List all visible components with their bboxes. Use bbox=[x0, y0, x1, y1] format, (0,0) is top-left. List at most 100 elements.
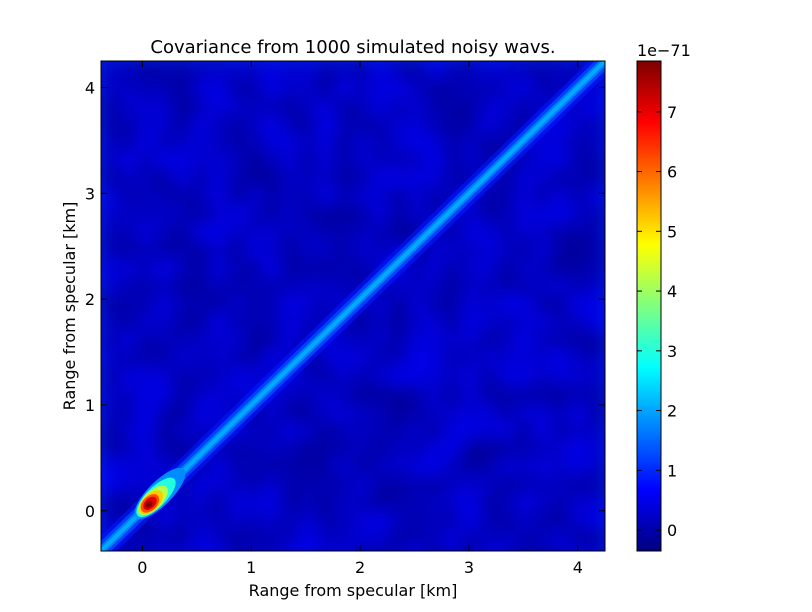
noise-cell bbox=[533, 511, 552, 530]
peak-contour bbox=[145, 500, 153, 508]
noise-cell bbox=[101, 169, 120, 188]
noise-cell bbox=[371, 367, 390, 386]
noise-cell bbox=[533, 61, 552, 80]
noise-cell bbox=[101, 385, 120, 404]
noise-cell bbox=[227, 133, 246, 152]
noise-cell bbox=[263, 205, 282, 224]
colorbar-tick-label: 2 bbox=[667, 402, 677, 421]
noise-cell bbox=[371, 61, 390, 80]
noise-cell bbox=[389, 115, 408, 134]
noise-cell bbox=[389, 97, 408, 116]
noise-cell bbox=[173, 115, 192, 134]
noise-cell bbox=[209, 475, 228, 494]
noise-cell bbox=[263, 421, 282, 440]
noise-cell bbox=[155, 259, 174, 278]
noise-cell bbox=[101, 79, 120, 98]
noise-cell bbox=[389, 511, 408, 530]
noise-cell bbox=[389, 403, 408, 422]
ridge-band bbox=[101, 61, 605, 551]
noise-cell bbox=[101, 313, 120, 332]
noise-cell bbox=[245, 205, 264, 224]
noise-cell bbox=[119, 97, 138, 116]
noise-cell bbox=[461, 385, 480, 404]
noise-cell bbox=[119, 223, 138, 242]
noise-cell bbox=[281, 115, 300, 134]
noise-cell bbox=[119, 205, 138, 224]
noise-cell bbox=[209, 313, 228, 332]
noise-cell bbox=[155, 187, 174, 206]
noise-cell bbox=[371, 493, 390, 512]
noise-cell bbox=[533, 223, 552, 242]
noise-cell bbox=[299, 169, 318, 188]
noise-cell bbox=[173, 223, 192, 242]
noise-cell bbox=[389, 421, 408, 440]
noise-cell bbox=[407, 493, 426, 512]
noise-cell bbox=[479, 367, 498, 386]
noise-cell bbox=[281, 187, 300, 206]
noise-cell bbox=[155, 403, 174, 422]
noise-cell bbox=[245, 547, 264, 551]
noise-cell bbox=[443, 277, 462, 296]
noise-cell bbox=[371, 97, 390, 116]
noise-cell bbox=[515, 403, 534, 422]
noise-cell bbox=[479, 439, 498, 458]
noise-cell bbox=[281, 241, 300, 260]
noise-cell bbox=[101, 493, 120, 512]
noise-cell bbox=[425, 61, 444, 80]
noise-cell bbox=[443, 331, 462, 350]
noise-cell bbox=[443, 511, 462, 530]
noise-cell bbox=[101, 367, 120, 386]
noise-cell bbox=[461, 259, 480, 278]
noise-cell bbox=[551, 169, 570, 188]
noise-cell bbox=[335, 151, 354, 170]
noise-cell bbox=[227, 547, 246, 551]
noise-cell bbox=[227, 295, 246, 314]
noise-cell bbox=[191, 133, 210, 152]
noise-cell bbox=[497, 61, 516, 80]
noise-cell bbox=[299, 241, 318, 260]
noise-cell bbox=[461, 133, 480, 152]
noise-cell bbox=[209, 133, 228, 152]
noise-cell bbox=[551, 61, 570, 80]
noise-cell bbox=[407, 331, 426, 350]
noise-cell bbox=[533, 331, 552, 350]
noise-cell bbox=[371, 457, 390, 476]
noise-cell bbox=[587, 205, 605, 224]
noise-cell bbox=[317, 115, 336, 134]
noise-cell bbox=[173, 259, 192, 278]
noise-cell bbox=[155, 331, 174, 350]
noise-cell bbox=[587, 511, 605, 530]
noise-cell bbox=[101, 295, 120, 314]
noise-cell bbox=[155, 547, 174, 551]
noise-cell bbox=[299, 295, 318, 314]
noise-cell bbox=[281, 151, 300, 170]
noise-cell bbox=[191, 331, 210, 350]
noise-cell bbox=[335, 79, 354, 98]
noise-cell bbox=[569, 349, 588, 368]
noise-cell bbox=[227, 277, 246, 296]
noise-cell bbox=[461, 241, 480, 260]
noise-cell bbox=[335, 97, 354, 116]
noise-cell bbox=[479, 97, 498, 116]
noise-cell bbox=[425, 277, 444, 296]
noise-cell bbox=[155, 151, 174, 170]
noise-cell bbox=[191, 529, 210, 548]
noise-cell bbox=[245, 349, 264, 368]
noise-cell bbox=[263, 493, 282, 512]
noise-cell bbox=[281, 511, 300, 530]
noise-cell bbox=[569, 205, 588, 224]
noise-cell bbox=[227, 331, 246, 350]
noise-cell bbox=[515, 205, 534, 224]
noise-cell bbox=[461, 61, 480, 80]
noise-cell bbox=[173, 385, 192, 404]
noise-cell bbox=[353, 187, 372, 206]
noise-cell bbox=[155, 277, 174, 296]
noise-cell bbox=[353, 367, 372, 386]
noise-cell bbox=[317, 349, 336, 368]
y-tick-label: 1 bbox=[85, 396, 95, 415]
x-tick-label: 4 bbox=[573, 558, 583, 577]
noise-cell bbox=[479, 529, 498, 548]
noise-cell bbox=[551, 475, 570, 494]
noise-cell bbox=[173, 313, 192, 332]
noise-cell bbox=[101, 241, 120, 260]
